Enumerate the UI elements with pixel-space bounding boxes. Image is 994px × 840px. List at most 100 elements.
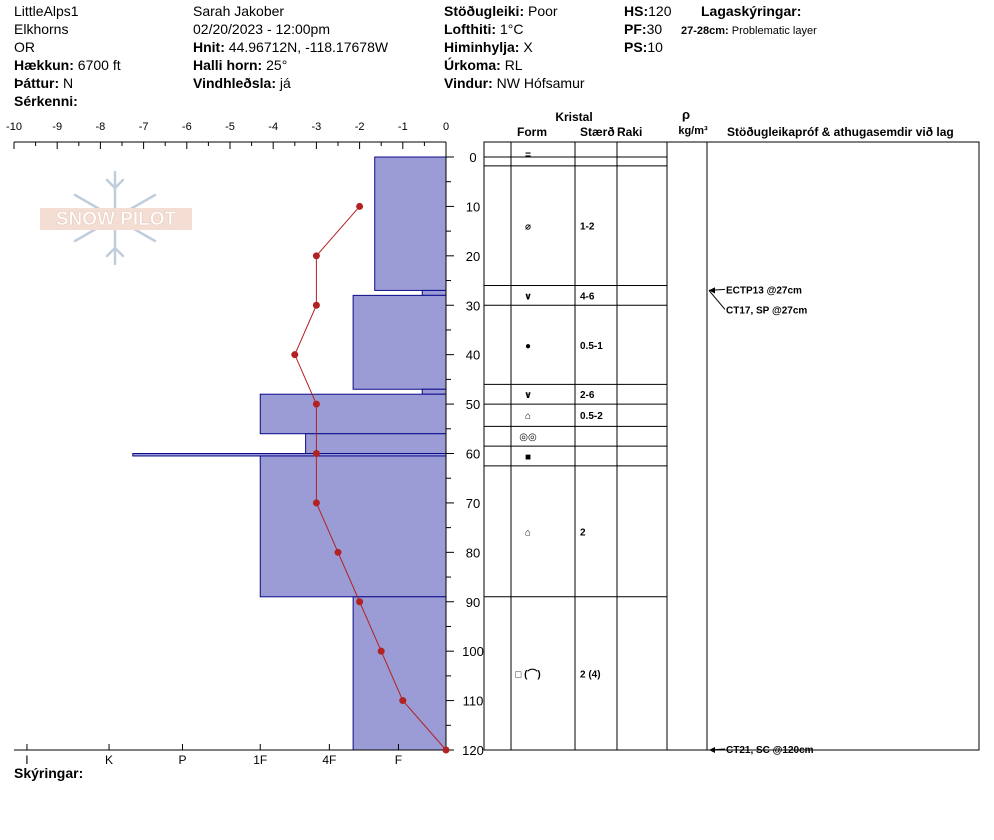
- ps-label: PS:: [624, 39, 648, 55]
- layer-note-text: Problematic layer: [731, 25, 817, 37]
- slope-label: Halli horn:: [193, 57, 263, 73]
- hs-label: HS:: [624, 3, 649, 19]
- grain-size: 2 (4): [580, 669, 601, 680]
- hardness-tick-label: F: [395, 753, 402, 767]
- ps: PS:10: [624, 39, 663, 56]
- slope-angle: Halli horn: 25°: [193, 57, 287, 74]
- temperature-point: [291, 351, 299, 359]
- temperature-tick-label: -9: [52, 121, 62, 133]
- grain-size: 0.5-2: [580, 411, 603, 422]
- depth-tick-label: 100: [462, 644, 484, 659]
- temperature-point: [312, 301, 320, 309]
- depth-tick-label: 110: [463, 694, 484, 709]
- density-header: kg/m³: [678, 125, 708, 137]
- hardness-bar: [305, 433, 447, 455]
- legend-label: Skýringar:: [14, 765, 84, 781]
- sky-value: X: [523, 39, 533, 55]
- temperature-point: [356, 202, 364, 210]
- temperature-point: [312, 450, 320, 457]
- hardness-bar: [421, 289, 447, 296]
- coordinates-value: 44.96712N, -118.17678W: [228, 39, 389, 55]
- wind-label: Vindur:: [444, 75, 493, 91]
- depth-tick-label: 90: [466, 595, 480, 610]
- depth-tick-label: 40: [466, 348, 480, 363]
- test-result: ECTP13 @27cm: [726, 285, 802, 296]
- hardness-bar: [259, 393, 447, 435]
- temperature-tick-label: -7: [139, 121, 149, 133]
- hardness-bar: [259, 455, 447, 598]
- test-result: CT17, SP @27cm: [726, 305, 807, 316]
- moisture-header: Raki: [617, 125, 642, 139]
- wind: Vindur: NW Hófsamur: [444, 75, 585, 92]
- temperature-tick-label: -5: [225, 121, 235, 133]
- air-temp-value: 1°C: [499, 21, 524, 37]
- pf-label: PF:: [624, 21, 647, 37]
- temperature-point: [377, 647, 385, 655]
- sky-cover: Himinhylja: X: [444, 39, 533, 56]
- temperature-tick-label: -2: [355, 121, 365, 133]
- depth-tick-label: 20: [466, 249, 480, 264]
- ps-value: 10: [647, 39, 663, 55]
- datetime: 02/20/2023 - 12:00pm: [193, 21, 330, 37]
- grain-form-symbol: ■: [525, 452, 531, 463]
- temperature-tick-label: -4: [268, 121, 278, 133]
- precip-value: RL: [504, 57, 523, 73]
- hardness-bar: [374, 156, 447, 291]
- aspect: Þáttur: N: [14, 75, 73, 92]
- grain-size: 1-2: [580, 222, 595, 233]
- depth-tick-label: 80: [466, 545, 480, 560]
- air-temp: Lofthiti: 1°C: [444, 21, 523, 38]
- depth-tick-label: 60: [466, 447, 480, 462]
- temperature-point: [356, 598, 364, 606]
- layer-note-depth: 27-28cm:: [681, 25, 729, 37]
- temperature-tick-label: -8: [96, 121, 106, 133]
- grain-size: 2: [580, 527, 586, 538]
- grain-size: 2-6: [580, 390, 595, 401]
- stability: Stöðugleiki: Poor: [444, 3, 558, 20]
- test-pointer: [708, 290, 726, 310]
- tests-header: Stöðugleikapróf & athugasemdir við lag: [727, 125, 954, 139]
- depth-tick-label: 30: [466, 298, 480, 313]
- grain-size: 0.5-1: [580, 341, 603, 352]
- grain-form-symbol: ◎◎: [519, 432, 536, 443]
- layer-note: 27-28cm: Problematic layer: [681, 23, 817, 40]
- temperature-point: [312, 400, 320, 408]
- layer-notes-title: Lagaskýringar:: [701, 3, 802, 19]
- grain-form-symbol: ●: [525, 341, 531, 352]
- aspect-label: Þáttur:: [14, 75, 60, 91]
- depth-tick-label: 0: [469, 150, 476, 165]
- air-temp-label: Lofthiti:: [444, 21, 497, 37]
- coordinates: Hnit: 44.96712N, -118.17678W: [193, 39, 388, 56]
- temperature-point: [312, 499, 320, 507]
- hs-value: 120: [648, 3, 672, 19]
- watermark-text: SNOW PILOT: [56, 209, 177, 230]
- precip-label: Úrkoma:: [444, 57, 501, 73]
- slope-value: 25°: [266, 57, 288, 73]
- depth-tick-label: 50: [466, 397, 480, 412]
- site-name: LittleAlps1: [14, 3, 79, 19]
- temperature-tick-label: 0: [443, 121, 449, 133]
- sky-label: Himinhylja:: [444, 39, 520, 55]
- stability-label: Stöðugleiki:: [444, 3, 525, 19]
- area-name: Elkhorns: [14, 21, 69, 37]
- form-header: Form: [517, 125, 547, 139]
- crystal-header: Kristal: [555, 110, 592, 124]
- wind-loading: Vindhleðsla: já: [193, 75, 291, 92]
- state: OR: [14, 39, 35, 55]
- grain-form-symbol: ⌀: [525, 222, 531, 233]
- elevation-label: Hækkun:: [14, 57, 74, 73]
- stability-value: Poor: [528, 3, 558, 19]
- temperature-point: [334, 548, 342, 556]
- grain-form-symbol: ∨: [524, 291, 532, 302]
- hardness-tick-label: 1F: [253, 753, 267, 767]
- aspect-value: N: [63, 75, 74, 91]
- rho-header: ρ: [682, 107, 690, 122]
- hardness-tick-label: I: [25, 753, 28, 767]
- temperature-line: [294, 206, 447, 751]
- observer: Sarah Jakober: [193, 3, 285, 19]
- depth-tick-label: 120: [462, 743, 484, 758]
- temperature-tick-label: -3: [312, 121, 322, 133]
- temperature-point: [399, 697, 407, 705]
- test-arrow-icon: [709, 747, 715, 753]
